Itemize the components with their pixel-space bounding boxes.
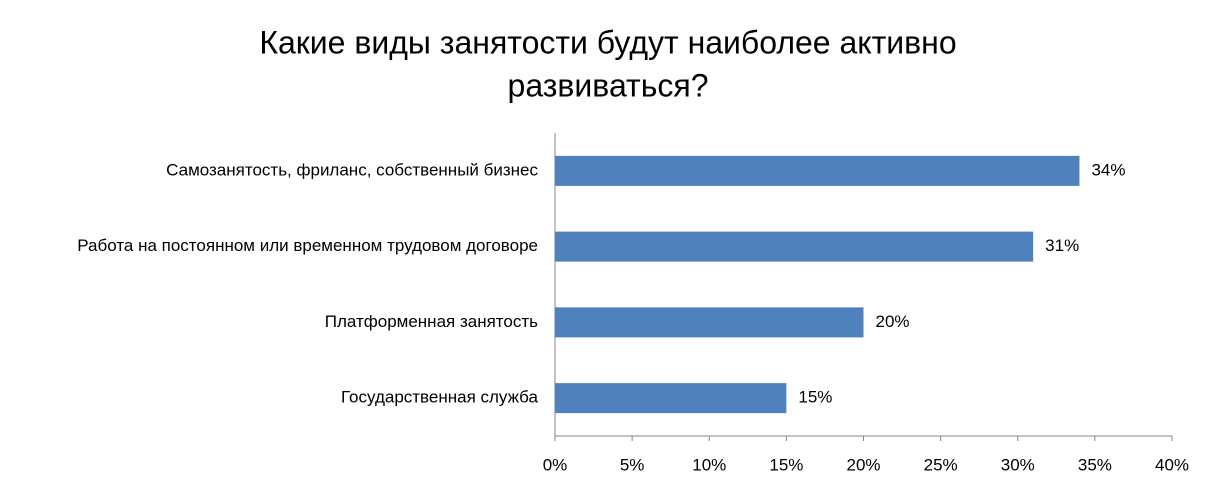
x-tick-label: 40%: [1155, 455, 1189, 474]
bar: [555, 307, 864, 338]
y-tick-label: Государственная служба: [341, 388, 539, 407]
bar: [555, 231, 1034, 262]
y-tick-label: Работа на постоянном или временном трудо…: [77, 236, 538, 255]
chart-title: Какие виды занятости будут наиболее акти…: [259, 24, 956, 60]
x-tick-label: 0%: [543, 455, 568, 474]
chart-title: развиваться?: [508, 67, 709, 103]
bar: [555, 155, 1080, 186]
bar: [555, 383, 787, 414]
y-tick-label: Платформенная занятость: [325, 312, 538, 331]
x-tick-label: 35%: [1078, 455, 1112, 474]
x-tick-label: 25%: [924, 455, 958, 474]
x-tick-label: 20%: [846, 455, 880, 474]
x-tick-label: 15%: [769, 455, 803, 474]
x-tick-label: 5%: [620, 455, 645, 474]
y-tick-label: Самозанятость, фриланс, собственный бизн…: [166, 160, 538, 179]
data-label: 15%: [798, 388, 832, 407]
x-tick-label: 10%: [692, 455, 726, 474]
x-tick-label: 30%: [1001, 455, 1035, 474]
data-label: 31%: [1045, 236, 1079, 255]
data-label: 34%: [1091, 160, 1125, 179]
data-label: 20%: [876, 312, 910, 331]
